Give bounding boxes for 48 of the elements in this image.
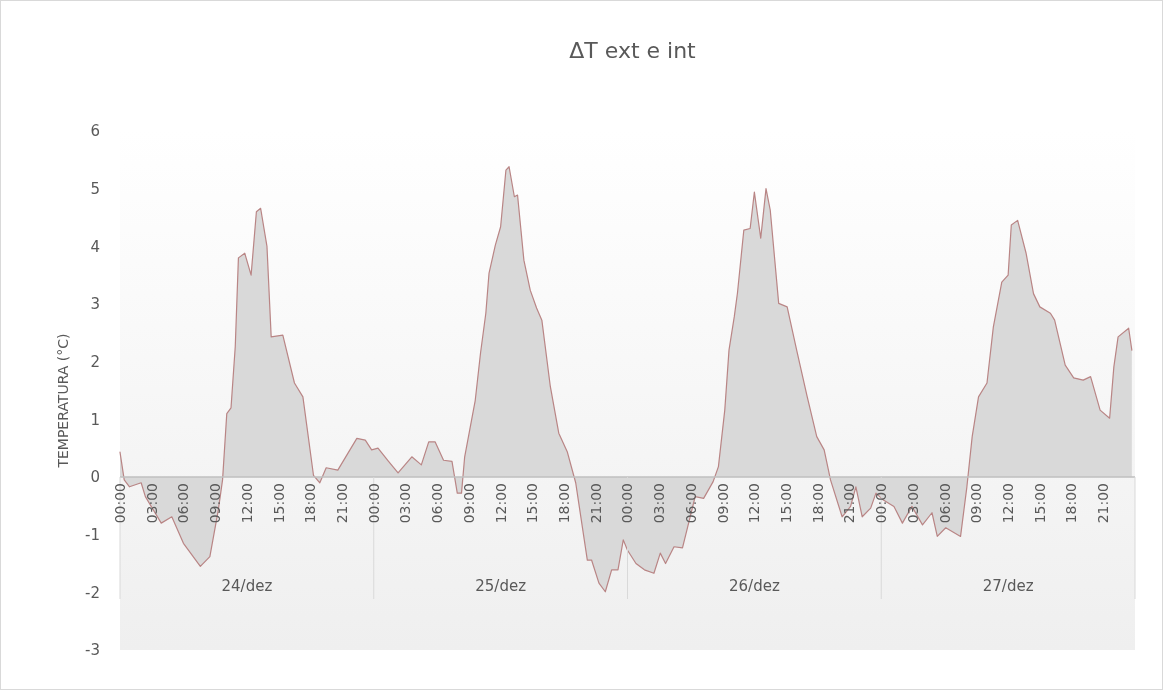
x-tick-label: 18:00 xyxy=(302,483,319,524)
x-tick-label: 06:00 xyxy=(429,483,446,524)
x2-tick-label: 25/dez xyxy=(475,577,527,595)
x2-tick-label: 26/dez xyxy=(728,577,780,595)
x-tick-label: 03:00 xyxy=(397,483,414,524)
y-tick-label: 2 xyxy=(90,352,100,371)
y-tick-label: 3 xyxy=(90,295,100,314)
x-tick-label: 09:00 xyxy=(968,483,985,524)
y-tick-label: 6 xyxy=(90,122,100,141)
y-tick-label: 1 xyxy=(90,410,100,429)
x-tick-label: 03:00 xyxy=(651,483,668,524)
x-tick-label: 21:00 xyxy=(587,483,604,524)
x-tick-label: 06:00 xyxy=(682,483,699,524)
x-tick-label: 21:00 xyxy=(1095,483,1112,524)
y-tick-label: -3 xyxy=(85,641,100,660)
x-tick-label: 09:00 xyxy=(714,483,731,524)
x-tick-label: 09:00 xyxy=(460,483,477,524)
x-tick-label: 18:00 xyxy=(809,483,826,524)
x-tick-label: 15:00 xyxy=(777,483,794,524)
chart-title: ΔT ext e int xyxy=(569,38,697,63)
y-tick-label: 5 xyxy=(90,179,100,198)
y-tick-label: -1 xyxy=(85,525,100,544)
x2-tick-label: 24/dez xyxy=(221,577,273,595)
x-tick-label: 00:00 xyxy=(111,483,128,524)
x-tick-label: 06:00 xyxy=(175,483,192,524)
x-tick-label: 03:00 xyxy=(143,483,160,524)
y-tick-label: -2 xyxy=(85,583,100,602)
x-tick-label: 15:00 xyxy=(524,483,541,524)
x-tick-label: 09:00 xyxy=(207,483,224,524)
x-tick-label: 21:00 xyxy=(841,483,858,524)
x-tick-label: 00:00 xyxy=(873,483,890,524)
x-tick-label: 00:00 xyxy=(365,483,382,524)
x-tick-label: 18:00 xyxy=(555,483,572,524)
x-tick-label: 12:00 xyxy=(746,483,763,524)
y-axis-title: TEMPERATURA (°C) xyxy=(55,333,71,469)
x-tick-label: 12:00 xyxy=(492,483,509,524)
x-tick-label: 06:00 xyxy=(936,483,953,524)
x2-tick-label: 27/dez xyxy=(982,577,1034,595)
x-tick-label: 12:00 xyxy=(238,483,255,524)
x-tick-label: 18:00 xyxy=(1063,483,1080,524)
x-tick-label: 00:00 xyxy=(619,483,636,524)
x-tick-label: 03:00 xyxy=(904,483,921,524)
x-tick-label: 15:00 xyxy=(270,483,287,524)
y-tick-label: 0 xyxy=(90,468,100,487)
y-tick-label: 4 xyxy=(90,237,100,256)
x-tick-label: 12:00 xyxy=(1000,483,1017,524)
x-tick-label: 21:00 xyxy=(333,483,350,524)
x-tick-label: 15:00 xyxy=(1031,483,1048,524)
